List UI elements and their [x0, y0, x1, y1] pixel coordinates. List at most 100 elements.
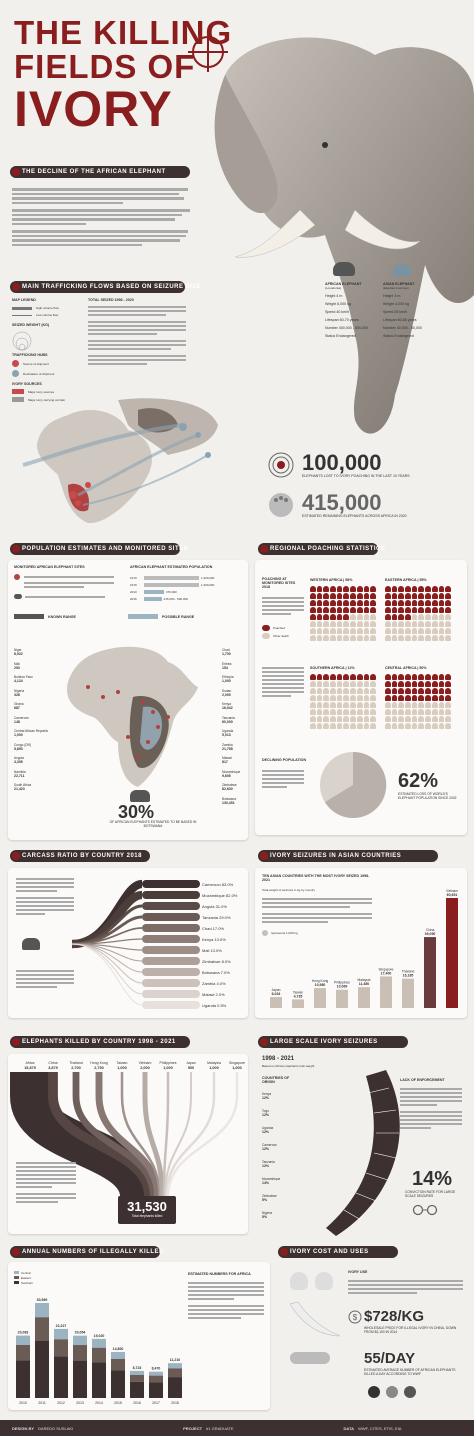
- elephant-cell-icon: [398, 607, 405, 613]
- elephant-cell-icon: [398, 635, 405, 641]
- origin-pct: 12%: [262, 1113, 270, 1117]
- population-country: Congo (DR) 5,893: [14, 743, 54, 757]
- section-header-regional: REGIONAL POACHING STATISTICS: [258, 543, 385, 555]
- est-pop-year: 1979: [130, 582, 137, 587]
- elephant-cell-icon: [438, 607, 445, 613]
- central-label: CENTRAL AFRICA | 50%: [385, 666, 427, 670]
- carcass-desc-2: [16, 968, 74, 990]
- asian-height: Height 3 m: [383, 294, 401, 298]
- elephant-cell-icon: [316, 586, 323, 592]
- elephant-cell-icon: [370, 621, 376, 627]
- carcass-bar: [142, 913, 200, 921]
- annual-year-label: 2017: [152, 1401, 160, 1405]
- asian-value-label: 11,480: [359, 982, 370, 986]
- population-country-name: Cameroon: [14, 715, 29, 720]
- elephant-cell-icon: [438, 614, 445, 620]
- elephant-cell-icon: [370, 709, 376, 715]
- trafficking-map: [22, 398, 218, 524]
- elephant-cell-icon: [405, 614, 411, 620]
- asian-country-label: Philippines: [334, 981, 350, 985]
- elephant-cell-icon: [356, 586, 363, 592]
- elephant-cell-icon: [370, 628, 376, 634]
- asian-bar: [424, 937, 436, 1008]
- population-country-value: 22,711: [14, 773, 25, 778]
- elephant-cell-icon: [398, 593, 405, 599]
- annual-bar-central: [130, 1370, 144, 1375]
- elephant-cell-icon: [343, 674, 350, 680]
- population-country-name: Ghana: [14, 702, 24, 706]
- asian-head: TEN ASIAN COUNTRIES WITH THE MOST IVORY …: [262, 874, 370, 882]
- elephant-cell-icon: [405, 593, 411, 599]
- elephant-cell-icon: [336, 688, 343, 694]
- origin-item: Zimbabwe 5%: [262, 1194, 298, 1211]
- population-country-name: Niger: [14, 648, 22, 652]
- african-speed: Speed 40 km/h: [325, 310, 350, 314]
- origin-pct: 12%: [262, 1130, 270, 1134]
- elephant-cell-icon: [356, 614, 363, 620]
- elephant-cell-icon: [391, 635, 398, 641]
- elephant-cell-icon: [316, 723, 323, 729]
- elephant-cell-icon: [398, 600, 405, 606]
- asian-country-label: Taiwan: [293, 990, 303, 994]
- population-country-name: Zambia: [222, 742, 233, 747]
- annual-bar-eastern: [149, 1375, 163, 1383]
- elephant-cell-icon: [350, 681, 356, 687]
- asian-speed: Speed 25 km/h: [383, 310, 408, 314]
- elephant-cell-icon: [343, 614, 350, 620]
- elephant-cell-icon: [431, 586, 438, 592]
- elephant-cell-icon: [405, 723, 411, 729]
- tusk-icon: [289, 1301, 341, 1337]
- elephant-cell-icon: [411, 614, 418, 620]
- elephant-cell-icon: [323, 681, 330, 687]
- annual-bar-central: [16, 1335, 30, 1345]
- est-pop-year: 2016: [130, 596, 137, 601]
- low-flow-label: Low volume flow: [36, 313, 59, 317]
- sources-label: IVORY SOURCES: [12, 382, 42, 386]
- elephant-cell-icon: [310, 621, 316, 627]
- elephant-cell-icon: [316, 607, 323, 613]
- elephant-cell-icon: [425, 600, 431, 606]
- elephant-icon-pair: [130, 790, 150, 802]
- eastern-label: EASTERN AFRICA | 55%: [385, 578, 427, 582]
- origin-country: Mozambique: [262, 1177, 281, 1181]
- money-icon: $: [348, 1310, 362, 1324]
- elephant-cell-icon: [343, 586, 350, 592]
- population-country-value: 21,423: [14, 787, 25, 791]
- population-country: Niger 8,922: [14, 648, 54, 662]
- elephant-cell-icon: [425, 716, 431, 722]
- remain-text: ESTIMATED REMAINING ELEPHANTS ACROSS AFR…: [302, 514, 407, 518]
- carcass-label: Zimbabwe 8.0%: [202, 959, 231, 964]
- elephant-cell-icon: [370, 607, 376, 613]
- elephant-cell-icon: [445, 716, 451, 722]
- elephant-cell-icon: [391, 674, 398, 680]
- asian-bar: [336, 989, 348, 1008]
- elephant-cell-icon: [411, 593, 418, 599]
- asian-sub: Total weight of seizures in kg by countr…: [262, 888, 316, 892]
- killed-flow: [10, 1072, 160, 1199]
- carcass-bar: [142, 935, 200, 943]
- origin-item: Nigeria 5%: [262, 1211, 298, 1228]
- elephant-cell-icon: [411, 600, 418, 606]
- elephant-cell-icon: [363, 607, 370, 613]
- elephant-cell-icon: [323, 688, 330, 694]
- pct30-text: OF AFRICAN ELEPHANTS ESTIMATED TO BE BAS…: [109, 820, 197, 828]
- elephant-cell-icon: [316, 628, 323, 634]
- map-legend-title: MAP LEGEND: [12, 298, 36, 302]
- est-pop-chart: 1970 1,300,000 1979 1,300,000 2013 470,000 201…: [130, 574, 240, 604]
- elephant-cell-icon: [391, 723, 398, 729]
- elephant-cell-icon: [431, 607, 438, 613]
- price-number: $728/KG: [364, 1308, 425, 1325]
- carcass-bar: [142, 990, 200, 998]
- elephant-cell-icon: [343, 688, 350, 694]
- elephant-cell-icon: [405, 702, 411, 708]
- origin-pct: 5%: [262, 1198, 268, 1202]
- elephant-cell-icon: [385, 688, 391, 694]
- est-pop-label: AFRICAN ELEPHANT ESTIMATED POPULATION: [130, 565, 213, 569]
- carcass-label: Botswana 7.0%: [202, 970, 230, 975]
- population-country-name: Chad: [222, 648, 230, 652]
- elephant-cell-icon: [425, 674, 431, 680]
- annual-bar-eastern: [35, 1317, 49, 1341]
- killed-value-label: 15,879: [24, 1066, 36, 1070]
- killed-flow: [48, 1072, 154, 1197]
- population-country: Ethiopia 1,000: [222, 675, 252, 689]
